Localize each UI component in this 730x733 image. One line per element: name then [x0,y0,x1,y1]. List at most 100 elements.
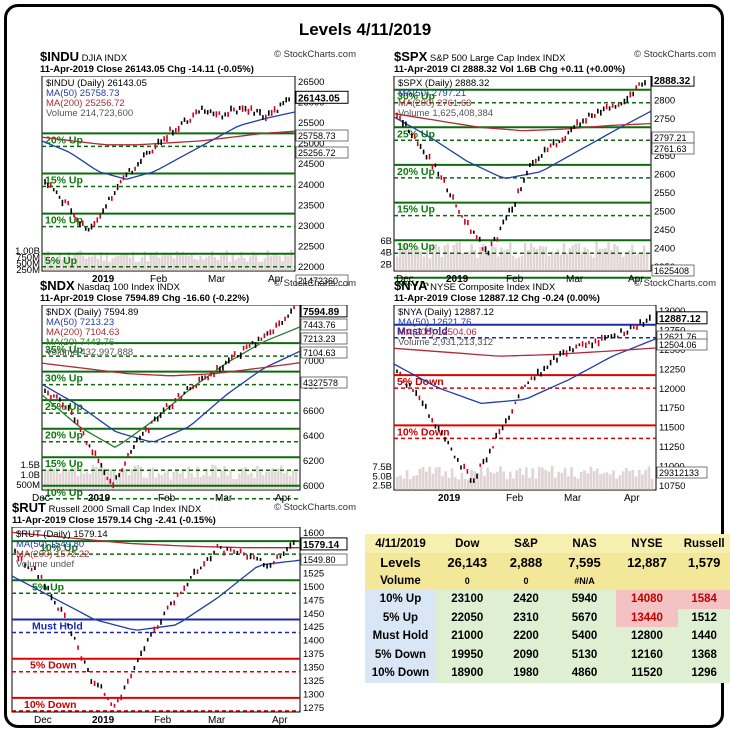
panel-ndx: $NDX Nasdaq 100 Index INDX © StockCharts… [10,278,358,504]
table-cell: 14080 [615,590,679,609]
nya-volume-bar [634,476,638,490]
rut-last-value: 1579.14 [303,540,340,551]
nya-volume-bar [547,471,551,490]
ndx-level-label: 15% Up [45,458,83,470]
table-row: 5% Up 22050 2310 5670 13440 1512 [365,608,730,627]
panel-spx: $SPX S&P 500 Large Cap Index INDX © Stoc… [366,49,718,286]
ndx-legend-entry: MA(50) 7213.23 [46,317,114,328]
indu-ma50-line [41,111,296,180]
ndx-volume-bar [265,472,268,490]
spx-volume-bar [479,246,482,271]
indu-volume-bar [126,253,129,271]
nya-volume-bar [573,476,577,490]
ndx-volume-bar [199,477,202,490]
nya-volume-bar [396,476,399,490]
nya-y-tick: 10750 [659,481,685,492]
nya-indicator-value: 29312133 [659,468,699,478]
ndx-volume-bar [190,472,193,490]
rut-y-tick: 1300 [303,690,324,701]
table-cell: 18900 [435,664,499,683]
indu-volume-bar [76,251,79,271]
table-header-nas: NAS [553,534,616,553]
table-cell: 19950 [435,645,499,664]
indu-volume-tick: 500M [16,259,40,270]
indu-volume-bar [231,253,234,271]
rut-level-label: 10% Down [24,699,77,711]
indu-indicator-value: 21472360 [298,276,338,286]
indu-volume-bar [87,256,91,271]
nya-volume-bar [431,473,435,490]
table-cell: 2200 [498,627,554,646]
ndx-legend-entry: MA(200) 7104.63 [46,327,119,338]
indu-volume-bar [120,254,123,271]
ndx-legend-entry: Volume 432,997,888 [46,347,133,358]
nya-legend-entry: MA(50) 12621.76 [398,317,471,328]
spx-y-tick: 2450 [654,225,675,236]
indu-volume-bar [208,255,211,271]
ndx-volume-bar [67,469,71,490]
nya-volume-bar [602,473,606,490]
indu-volume-bar [161,252,164,271]
ndx-indicator-box [300,346,348,359]
spx-volume-bar [541,246,545,271]
ndx-volume-bar [184,478,187,490]
indu-ma200-line [41,130,296,146]
indu-info: 11-Apr-2019 Close 26143.05 Chg -14.11 (-… [40,64,254,75]
table-cell: 1296 [678,664,730,683]
rut-info: 11-Apr-2019 Close 1579.14 Chg -2.41 (-0.… [12,515,216,526]
rut-ma200-line [11,531,300,549]
spx-y-tick: 2400 [654,244,675,255]
indu-volume-bar [181,252,185,271]
indu-volume-bar [90,256,94,271]
nya-name: NYSE Composite Index INDX [430,282,556,293]
spx-level-label: 15% Up [397,204,435,216]
nya-volume-tick: 7.5B [372,462,392,473]
spx-y-tick: 2500 [654,207,675,218]
spx-volume-bar [452,245,455,271]
spx-volume-bar [494,247,497,271]
indu-volume-bar [228,261,231,271]
spx-volume-bar [637,253,640,271]
spx-volume-bar [425,247,429,271]
ndx-volume-bar [256,465,259,490]
ndx-volume-bar [100,465,104,490]
ndx-indicator-box [300,332,348,345]
spx-level-label: 10% Up [397,241,435,253]
ndx-name: Nasdaq 100 Index INDX [77,282,180,293]
spx-x-tick: Dec [396,274,414,285]
ndx-legend-entry: MA(20) 7443.76 [46,337,114,348]
table-row: 10% Up 23100 2420 5940 14080 1584 [365,590,730,609]
table-header-date: 4/11/2019 [365,534,436,553]
nya-volume-bar [486,467,489,490]
ndx-volume-bar [262,475,265,490]
nya-last-value-box [656,311,708,325]
spx-x-tick: Apr [628,274,644,285]
rut-indicator-value: 1549.80 [303,555,336,565]
spx-volume-bar [598,248,601,271]
ndx-volume-bar [142,477,145,490]
indu-last-value-box [295,90,349,104]
spx-last-value-box [651,76,695,87]
ndx-volume-bar [166,469,169,490]
indu-volume-bar [96,259,100,271]
ndx-volume-bar [226,475,229,490]
nya-volume-bar [525,467,528,490]
indu-volume-bar [175,251,179,271]
ndx-volume-bar [214,465,217,490]
table-cell: 5400 [553,627,616,646]
table-levels-row: Levels 26,143 2,888 7,595 12,887 1,579 [365,553,730,572]
nya-volume-bar [625,468,628,490]
table-cell: 5670 [553,608,616,627]
nya-volume-bar [576,478,580,490]
ndx-volume-bar [169,479,172,490]
indu-volume-bar [196,259,199,271]
nya-volume-bar [618,475,622,490]
spx-volume-bar [634,254,637,271]
indu-volume-bar [252,251,255,271]
ndx-volume-bar [295,471,298,490]
spx-volume-bar [464,252,467,271]
nya-volume-bar [412,476,415,490]
nya-last-value: 12887.12 [659,314,701,325]
